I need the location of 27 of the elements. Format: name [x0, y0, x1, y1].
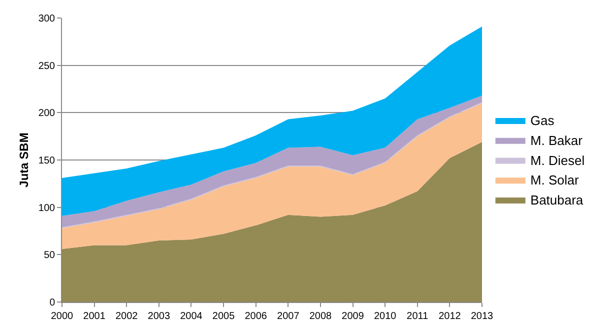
legend-label: M. Solar [530, 172, 580, 188]
legend-label: Batubara [530, 192, 584, 208]
x-tick-label: 2002 [115, 311, 138, 322]
x-tick-label: 2006 [244, 311, 268, 322]
x-tick-label: 2003 [148, 311, 170, 322]
x-tick-label: 2005 [212, 311, 236, 322]
y-tick-label: 150 [38, 156, 56, 166]
y-tick-label: 50 [44, 250, 56, 262]
y-tick-label: 200 [38, 108, 56, 120]
x-tick-label: 2001 [83, 311, 106, 322]
x-tick-label: 2011 [406, 311, 429, 322]
x-tick-label: 2000 [50, 311, 74, 322]
x-tick-label: 2012 [438, 311, 462, 322]
x-tick-label: 2004 [180, 311, 203, 322]
legend-label: M. Diesel [530, 152, 585, 168]
y-tick-label: 250 [38, 60, 56, 72]
x-tick-label: 2008 [309, 311, 332, 322]
y-tick-label: 100 [38, 202, 56, 214]
legend-label: M. Bakar [530, 132, 584, 148]
legend-label: Gas [530, 113, 555, 128]
x-tick-label: 2013 [470, 311, 494, 322]
x-tick-label: 2007 [277, 311, 300, 322]
y-tick-label: 0 [49, 298, 56, 308]
x-tick-label: 2009 [342, 311, 364, 322]
y-axis-title: Juta SBM [17, 132, 31, 188]
y-tick-label: 300 [38, 14, 56, 24]
x-tick-label: 2010 [374, 311, 397, 322]
